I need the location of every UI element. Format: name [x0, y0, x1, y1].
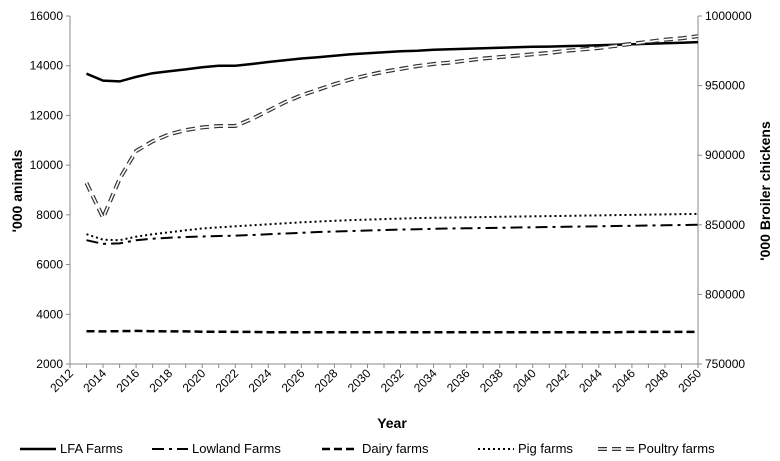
y2-tick-label: 850000 — [705, 218, 745, 232]
y-tick-label: 2000 — [36, 357, 63, 371]
legend: LFA Farms Lowland Farms Dairy farms Pig far… — [20, 441, 715, 456]
y-tick-label: 4000 — [36, 307, 63, 321]
x-tick-label: 2038 — [477, 366, 506, 395]
x-tick-label: 2046 — [609, 366, 638, 395]
series-line-4 — [86, 212, 699, 242]
legend-label-1: LFA Farms — [60, 441, 123, 456]
x-tick-label: 2020 — [180, 366, 209, 395]
y2-tick-label: 950000 — [705, 79, 745, 93]
x-tick-label: 2016 — [113, 366, 142, 395]
x-tick-label: 2014 — [80, 366, 109, 395]
legend-label-3: Dairy farms — [362, 441, 429, 456]
x-axis-title: Year — [377, 415, 407, 431]
y2-tick-label: 750000 — [705, 357, 745, 371]
x-tick-label: 2044 — [576, 366, 605, 395]
y-tick-label: 12000 — [30, 108, 64, 122]
x-tick-label: 2026 — [279, 366, 308, 395]
y-tick-label: 8000 — [36, 208, 63, 222]
series-line-3 — [86, 329, 698, 334]
x-tick-label: 2048 — [642, 366, 671, 395]
series-lines — [84, 34, 699, 334]
y-tick-label: 14000 — [30, 59, 64, 73]
x-tick-label: 2040 — [510, 366, 539, 395]
y2-axis-title: '000 Broiler chickens — [757, 121, 773, 261]
x-tick-label: 2022 — [213, 366, 242, 395]
y-axis-title: '000 animals — [9, 149, 25, 232]
plot-frame — [69, 16, 699, 365]
x-tick-label: 2034 — [411, 366, 440, 395]
x-tick-label: 2028 — [312, 366, 341, 395]
series-line-5-inner — [85, 35, 699, 220]
y2-tick-label: 1000000 — [705, 9, 752, 23]
series-line-1 — [86, 40, 699, 83]
y-axis-right: 750000 800000 850000 900000 950000 1000000 — [698, 9, 752, 371]
x-tick-label: 2032 — [378, 366, 407, 395]
x-axis: 2012 2014 2016 2018 2020 2022 2024 2026 2028 2030… — [47, 364, 704, 395]
y2-tick-label: 900000 — [705, 148, 745, 162]
x-tick-label: 2018 — [146, 366, 175, 395]
x-tick-label: 2024 — [246, 366, 275, 395]
x-tick-label: 2036 — [444, 366, 473, 395]
legend-label-2: Lowland Farms — [192, 441, 281, 456]
y-axis-left: 2000 4000 6000 8000 10000 12000 14000 16000 — [30, 9, 70, 371]
y-tick-label: 6000 — [36, 258, 63, 272]
x-tick-label: 2050 — [675, 366, 704, 395]
y-tick-label: 16000 — [30, 9, 64, 23]
x-tick-label: 2042 — [543, 366, 572, 395]
series-line-5 — [84, 34, 699, 223]
x-tick-label: 2030 — [345, 366, 374, 395]
series-line-2 — [86, 223, 699, 245]
y-tick-label: 10000 — [30, 158, 64, 172]
y2-tick-label: 800000 — [705, 287, 745, 301]
legend-label-5: Poultry farms — [638, 441, 715, 456]
legend-label-4: Pig farms — [518, 441, 573, 456]
